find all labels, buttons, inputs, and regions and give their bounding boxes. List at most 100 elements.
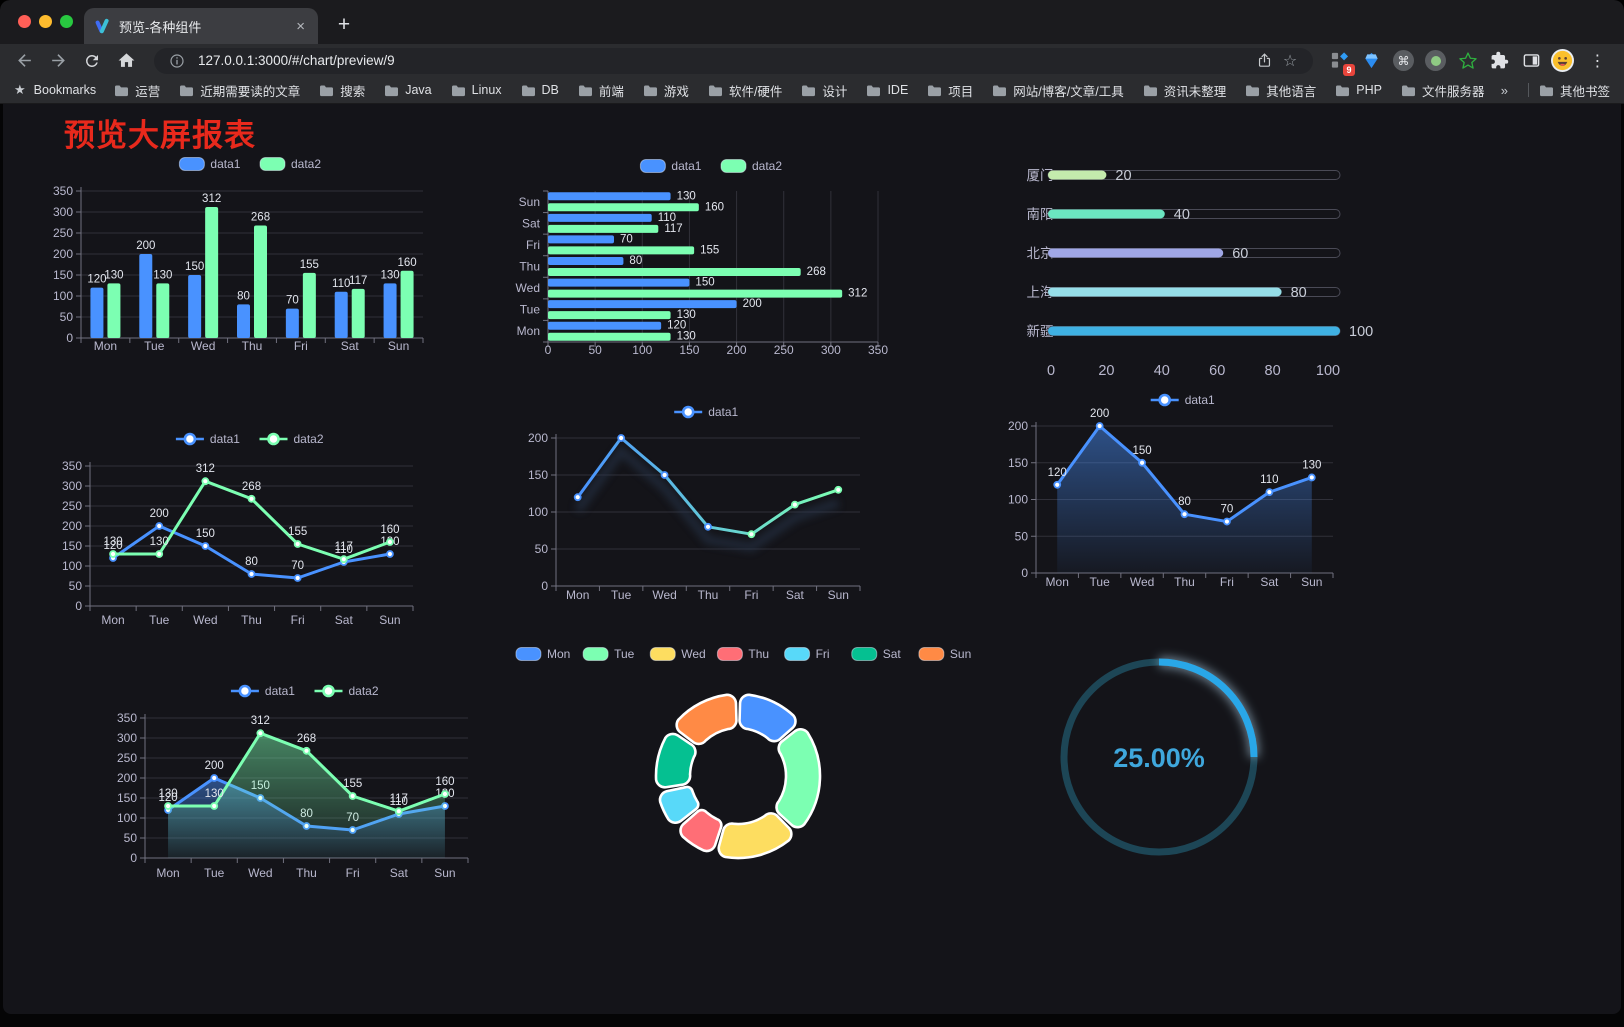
folder-icon — [1336, 84, 1350, 96]
chart-canvas[interactable]: 0 50 100 150 200 250 300 350 Mon Tue Wed Thu Fri Sat S… — [48, 426, 423, 640]
dual-area-line-chart[interactable]: 0 50 100 150 200 250 300 350 Mon Tue Wed Thu Fri Sat S… — [103, 678, 478, 892]
legend-item-data1[interactable]: data1 — [674, 405, 739, 419]
legend-item-data1[interactable]: data1 — [175, 432, 240, 446]
legend-item-data1[interactable]: data1 — [178, 157, 241, 171]
tab-close-icon[interactable]: × — [296, 17, 305, 35]
bookmark-folder[interactable]: Java — [384, 83, 432, 97]
share-icon[interactable] — [1251, 48, 1277, 74]
svg-text:Sun: Sun — [434, 866, 455, 880]
svg-text:Mon: Mon — [547, 647, 570, 661]
legend-item-Sat[interactable]: Sat — [851, 647, 902, 661]
address-bar[interactable]: 127.0.0.1:3000/#/chart/preview/9 ☆ — [154, 47, 1313, 74]
dual-line-chart[interactable]: 0 50 100 150 200 250 300 350 Mon Tue Wed Thu Fri Sat S… — [48, 426, 423, 640]
grouped-bar-chart[interactable]: 0 50 100 150 200 250 300 350 Mon Tue Wed Thu Fri Sat S… — [43, 151, 443, 369]
browser-tab[interactable]: 预览-各种组件 × — [84, 8, 318, 44]
bookmarks-overflow-chevron[interactable]: » — [1500, 82, 1508, 98]
shortcut-extension-icon[interactable]: ⌘ — [1391, 48, 1416, 73]
bookmark-folder[interactable]: 前端 — [578, 81, 624, 100]
close-window-button[interactable] — [18, 15, 31, 28]
star-extension-icon[interactable] — [1455, 48, 1480, 73]
bookmark-folder[interactable]: IDE — [866, 83, 908, 97]
bookmarks-root[interactable]: Bookmarks — [33, 83, 97, 97]
bookmark-star-icon[interactable]: ☆ — [1282, 52, 1298, 70]
svg-text:200: 200 — [117, 771, 137, 785]
chart-canvas[interactable]: 厦门 20 南阳 40 北京 60 上海 80 新疆 100 0 20 40 60 80 100 — [993, 156, 1374, 388]
chart-canvas[interactable]: 0 50 100 150 200 Mon Tue Wed Thu Fri Sat Sun 120 200 1… — [988, 389, 1360, 599]
svg-text:70: 70 — [291, 560, 304, 572]
pie-slice-Wed — [717, 812, 793, 860]
profile-avatar[interactable] — [1551, 49, 1574, 72]
fullscreen-window-button[interactable] — [60, 15, 73, 28]
bookmark-folder[interactable]: 运营 — [114, 81, 160, 100]
bookmark-folder[interactable]: 文件服务器 — [1401, 81, 1484, 100]
folder-icon — [1143, 84, 1157, 96]
gauge-chart[interactable]: 25.00% — [1053, 651, 1265, 863]
horizontal-bar-chart[interactable]: 0 50 100 150 200 250 300 350 Mon 120 130 Tue 200 130 W… — [508, 154, 893, 369]
legend-item-data1[interactable]: data1 — [1150, 393, 1215, 407]
legend-item-Sun[interactable]: Sun — [918, 647, 971, 661]
extensions-puzzle-icon[interactable] — [1487, 48, 1512, 73]
folder-icon — [1401, 84, 1415, 96]
bar-data2-Thu — [548, 268, 801, 276]
legend-item-data2[interactable]: data2 — [314, 684, 379, 698]
bookmark-folder[interactable]: DB — [521, 83, 559, 97]
bookmark-folder[interactable]: 游戏 — [643, 81, 689, 100]
site-info-icon[interactable] — [164, 48, 190, 74]
page-title: 预览大屏报表 — [64, 118, 256, 153]
bar-data2-Fri — [302, 272, 316, 338]
browser-menu-icon[interactable]: ⋮ — [1589, 52, 1606, 70]
bookmark-folder[interactable]: PHP — [1335, 83, 1382, 97]
legend-item-data2[interactable]: data2 — [259, 432, 324, 446]
chart-canvas[interactable]: 0 50 100 150 200 Mon Tue Wed Thu Fri Sat Sun data1 — [508, 401, 873, 613]
legend-item-Mon[interactable]: Mon — [515, 647, 570, 661]
bookmark-folder[interactable]: 网站/博客/文章/工具 — [992, 81, 1124, 100]
bookmark-folder[interactable]: 项目 — [927, 81, 973, 100]
home-button[interactable] — [112, 47, 140, 75]
chart-canvas[interactable]: 25.00% — [1053, 651, 1265, 863]
legend-item-data1[interactable]: data1 — [230, 684, 295, 698]
other-bookmarks[interactable]: 其他书签 — [1539, 81, 1610, 100]
bookmarks-list: 运营 近期需要读的文章 搜索 Java Linux DB 前端 游戏 软件/硬件 设计 IDE 项目 网… — [114, 81, 1491, 100]
progress-bar-chart[interactable]: 厦门 20 南阳 40 北京 60 上海 80 新疆 100 0 20 40 60 80 100 — [993, 156, 1374, 388]
forward-button[interactable] — [44, 47, 72, 75]
legend-item-data2[interactable]: data2 — [720, 159, 782, 173]
back-button[interactable] — [10, 47, 38, 75]
bookmark-folder[interactable]: 设计 — [801, 81, 847, 100]
svg-text:Sat: Sat — [786, 588, 805, 602]
chart-canvas[interactable]: Mon Tue Wed Thu Fri Sat Sun — [515, 636, 971, 894]
svg-text:160: 160 — [705, 201, 724, 213]
svg-text:data2: data2 — [349, 684, 379, 698]
legend-item-Wed[interactable]: Wed — [649, 647, 706, 661]
bookmark-folder[interactable]: 软件/硬件 — [708, 81, 782, 100]
chart-canvas[interactable]: 0 50 100 150 200 250 300 350 Mon Tue Wed Thu Fri Sat S… — [43, 151, 443, 369]
svg-text:150: 150 — [117, 791, 137, 805]
donut-chart[interactable]: Mon Tue Wed Thu Fri Sat Sun — [515, 636, 971, 894]
legend-item-Fri[interactable]: Fri — [784, 647, 830, 661]
svg-text:250: 250 — [117, 751, 137, 765]
bookmark-folder[interactable]: 资讯未整理 — [1143, 81, 1226, 100]
svg-text:70: 70 — [286, 295, 299, 307]
bookmark-folder-label: DB — [541, 83, 559, 97]
svg-text:150: 150 — [185, 261, 204, 273]
gem-extension-icon[interactable] — [1359, 48, 1384, 73]
legend-item-Tue[interactable]: Tue — [582, 647, 635, 661]
chart-canvas[interactable]: 0 50 100 150 200 250 300 350 Mon Tue Wed Thu Fri Sat S… — [103, 678, 478, 892]
new-tab-button[interactable]: + — [337, 13, 351, 36]
bookmark-folder[interactable]: 近期需要读的文章 — [179, 81, 300, 100]
legend-item-data2[interactable]: data2 — [259, 157, 321, 171]
bookmark-folder[interactable]: Linux — [451, 83, 502, 97]
minimize-window-button[interactable] — [39, 15, 52, 28]
tab-manager-extension-icon[interactable]: 9 — [1327, 48, 1355, 76]
svg-text:130: 130 — [150, 536, 169, 548]
side-panel-icon[interactable] — [1519, 48, 1544, 73]
legend-item-Thu[interactable]: Thu — [716, 647, 769, 661]
bookmark-folder[interactable]: 搜索 — [319, 81, 365, 100]
recorder-extension-icon[interactable] — [1423, 48, 1448, 73]
gradient-line-chart[interactable]: 0 50 100 150 200 Mon Tue Wed Thu Fri Sat Sun data1 — [508, 401, 873, 613]
area-line-chart[interactable]: 0 50 100 150 200 Mon Tue Wed Thu Fri Sat Sun 120 200 1… — [988, 389, 1360, 599]
bar-data1-Sun — [383, 283, 397, 338]
bookmark-folder[interactable]: 其他语言 — [1245, 81, 1316, 100]
legend-item-data1[interactable]: data1 — [639, 159, 702, 173]
reload-button[interactable] — [78, 47, 106, 75]
